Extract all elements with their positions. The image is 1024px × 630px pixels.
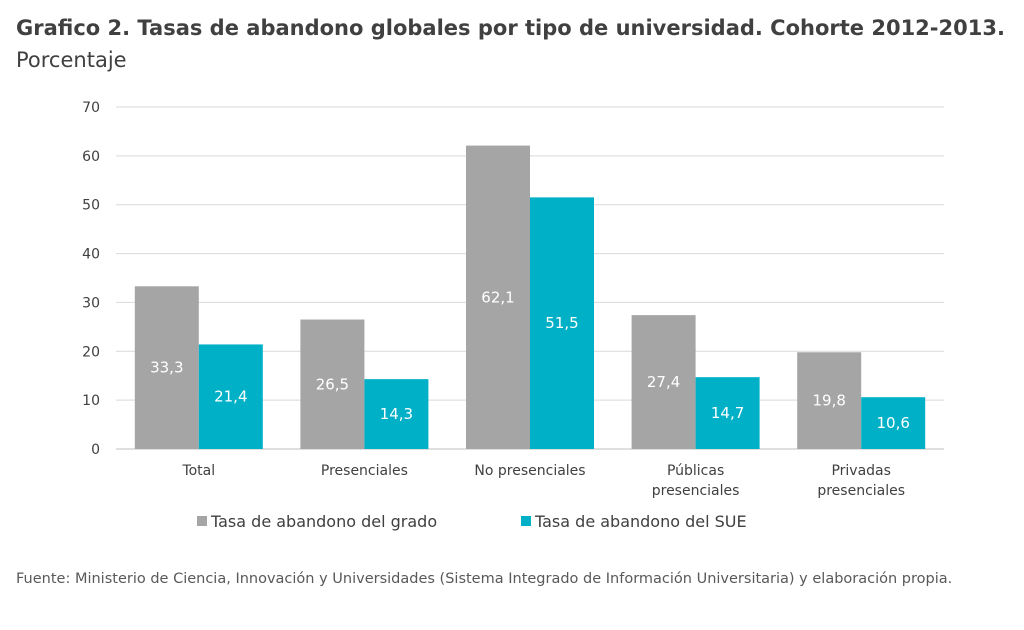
bars: [134, 145, 926, 449]
bar: [198, 344, 263, 449]
data-label: 19,8: [812, 392, 845, 410]
bar: [300, 319, 365, 449]
data-label: 14,3: [380, 405, 413, 423]
y-tick-label: 60: [82, 149, 100, 165]
x-category-label: Presenciales: [321, 463, 408, 479]
legend-swatch: [521, 516, 531, 526]
x-category-label: presenciales: [817, 483, 905, 499]
bar: [466, 145, 530, 449]
data-label: 21,4: [214, 388, 247, 406]
data-label: 33,3: [150, 359, 183, 377]
chart-title-unit: Porcentaje: [16, 48, 127, 72]
data-labels: 33,3 26,5 62,1 27,4 19,8 21,4 14,3 51,5 14,7 10,6: [150, 288, 910, 432]
y-tick-label: 30: [82, 295, 100, 311]
bar: [861, 397, 926, 449]
y-tick-label: 50: [82, 198, 100, 214]
x-axis-categories: Total Presenciales No presenciales Públicas…: [181, 463, 905, 499]
y-axis-ticks: 0 10 20 30 40 50 60 70: [82, 100, 100, 458]
data-label: 14,7: [711, 404, 744, 422]
bar: [631, 315, 696, 449]
y-tick-label: 70: [82, 100, 100, 116]
x-category-label: presenciales: [652, 483, 740, 499]
chart-title: Grafico 2. Tasas de abandono globales po…: [16, 12, 1016, 76]
data-label: 51,5: [545, 314, 578, 332]
bar: [134, 286, 199, 449]
chart-title-main: Grafico 2. Tasas de abandono globales po…: [16, 16, 1005, 40]
legend-swatch: [197, 516, 207, 526]
source-note: Fuente: Ministerio de Ciencia, Innovació…: [16, 571, 953, 587]
x-category-label: Privadas: [831, 463, 890, 479]
y-tick-label: 40: [82, 247, 100, 263]
x-category-label: Públicas: [667, 463, 724, 479]
x-category-label: No presenciales: [474, 463, 585, 479]
data-label: 27,4: [647, 373, 680, 391]
bar: [797, 352, 862, 449]
y-tick-label: 10: [82, 393, 100, 409]
legend-label: Tasa de abandono del grado: [210, 512, 437, 531]
data-label: 10,6: [876, 414, 909, 432]
legend-label: Tasa de abandono del SUE: [534, 512, 747, 531]
bar: [364, 379, 429, 449]
data-label: 62,1: [481, 288, 514, 306]
data-label: 26,5: [316, 375, 349, 393]
bar: [695, 377, 760, 449]
x-category-label: Total: [181, 463, 215, 479]
bar: [530, 197, 594, 449]
legend: Tasa de abandono del grado Tasa de abando…: [197, 512, 747, 531]
y-tick-label: 0: [91, 442, 100, 458]
y-tick-label: 20: [82, 344, 100, 360]
